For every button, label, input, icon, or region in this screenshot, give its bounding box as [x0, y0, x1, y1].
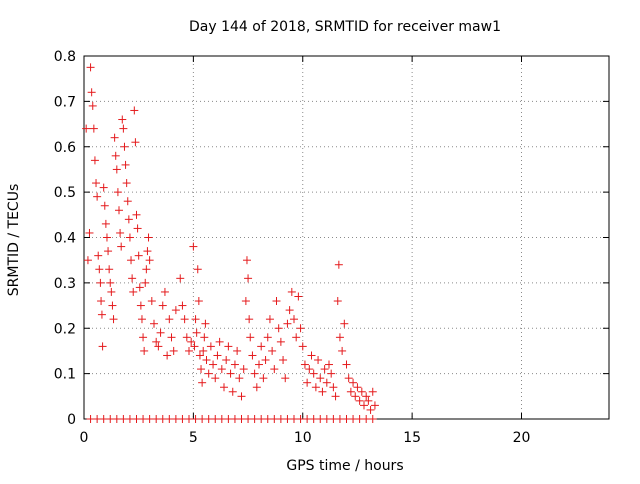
y-tick-label: 0	[67, 412, 76, 428]
chart-container: 0 5 10 15 20 0 0.1 0.2 0.3 0.4 0.5 0.6 0.7 0.8 Day 14…	[0, 0, 640, 480]
y-axis-label: SRMTID / TECUs	[6, 184, 22, 297]
x-tick-label: 15	[403, 430, 421, 446]
x-axis-label: GPS time / hours	[286, 458, 403, 474]
y-tick-label: 0.5	[54, 185, 76, 201]
scatter-chart: 0 5 10 15 20 0 0.1 0.2 0.3 0.4 0.5 0.6 0.7 0.8 Day 14…	[0, 0, 640, 480]
y-tick-label: 0.8	[54, 49, 76, 65]
chart-background	[0, 0, 640, 480]
x-tick-label: 10	[294, 430, 312, 446]
y-tick-label: 0.7	[54, 94, 76, 110]
y-tick-label: 0.2	[54, 321, 76, 337]
y-tick-label: 0.4	[54, 231, 76, 247]
x-tick-label: 20	[513, 430, 531, 446]
x-tick-label: 0	[80, 430, 89, 446]
y-tick-label: 0.6	[54, 140, 76, 156]
y-tick-label: 0.3	[54, 276, 76, 292]
chart-title: Day 144 of 2018, SRMTID for receiver maw…	[189, 19, 501, 35]
y-tick-label: 0.1	[54, 367, 76, 383]
x-tick-label: 5	[189, 430, 198, 446]
